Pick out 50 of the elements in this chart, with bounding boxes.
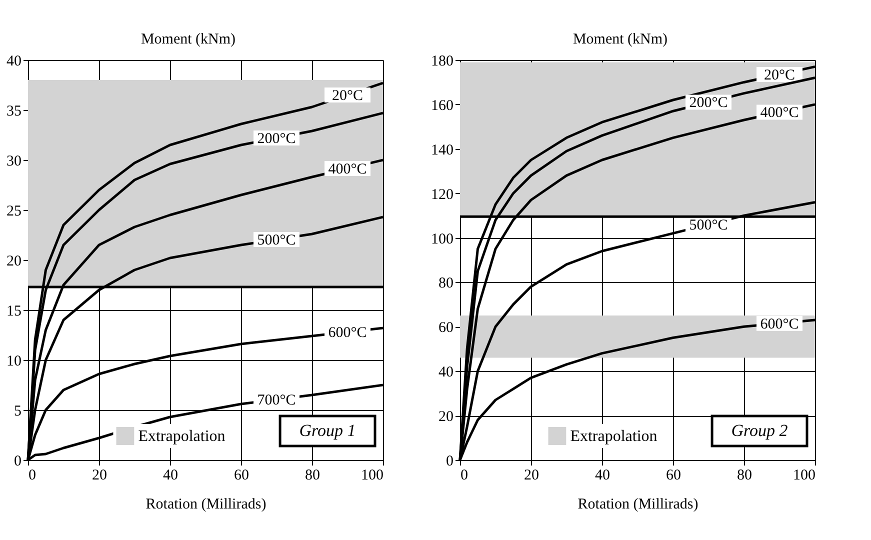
x-tick-label: 20	[524, 468, 539, 484]
annotation: Group 1	[299, 421, 356, 440]
x-tick-label: 100	[793, 468, 816, 484]
y-tick-label: 80	[438, 276, 454, 292]
y-axis-title: Moment (kNm)	[572, 32, 668, 48]
x-tick-label: 20	[92, 468, 107, 484]
y-axis-title: Moment (kNm)	[140, 32, 236, 48]
y-tick-label: 15	[6, 304, 22, 320]
series-label: 700°C	[257, 392, 296, 408]
series-label: 400°C	[760, 105, 799, 122]
y-tick-label: 25	[6, 204, 22, 220]
y-tick-label: 60	[438, 320, 454, 336]
series-label: 500°C	[257, 232, 296, 248]
series-label: 20°C	[332, 88, 364, 104]
y-tick-label: 5	[14, 404, 22, 420]
y-tick-label: 180	[431, 54, 454, 70]
series-label: 400°C	[328, 162, 367, 178]
x-tick-label: 0	[28, 468, 36, 484]
x-axis-title: Rotation (Millirads)	[578, 496, 698, 512]
y-tick-label: 20	[6, 254, 22, 270]
x-tick-label: 60	[666, 468, 681, 484]
y-tick-label: 40	[6, 54, 22, 70]
x-tick-label: 100	[361, 468, 384, 484]
x-tick-label: 80	[737, 468, 752, 484]
y-tick-label: 10	[6, 354, 22, 370]
legend-label: Extrapolation	[138, 428, 226, 445]
y-tick-label: 20	[438, 409, 454, 426]
x-tick-label: 60	[234, 468, 249, 484]
y-tick-label: 0	[446, 454, 454, 470]
series-label: 20°C	[764, 67, 796, 84]
legend-label: Extrapolation	[570, 428, 658, 445]
series-label: 500°C	[689, 217, 728, 234]
series-label: 600°C	[328, 325, 367, 341]
series-label: 600°C	[760, 316, 799, 332]
y-tick-label: 40	[438, 364, 454, 381]
y-tick-label: 100	[431, 231, 454, 248]
y-tick-label: 140	[431, 142, 454, 158]
x-tick-label: 40	[163, 468, 178, 484]
y-tick-label: 35	[6, 104, 22, 120]
x-tick-label: 40	[595, 468, 610, 484]
series-label: 200°C	[257, 131, 296, 147]
y-tick-label: 160	[431, 98, 454, 114]
x-tick-label: 80	[305, 468, 320, 484]
y-tick-label: 0	[14, 454, 22, 470]
x-tick-label: 0	[460, 468, 468, 484]
annotation: Group 2	[731, 421, 788, 440]
y-tick-label: 30	[6, 154, 22, 170]
series-label: 200°C	[689, 95, 728, 112]
y-tick-label: 120	[431, 186, 454, 203]
x-axis-title: Rotation (Millirads)	[146, 496, 266, 512]
